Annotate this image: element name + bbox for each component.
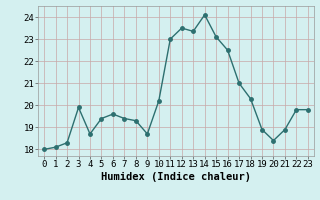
X-axis label: Humidex (Indice chaleur): Humidex (Indice chaleur): [101, 172, 251, 182]
